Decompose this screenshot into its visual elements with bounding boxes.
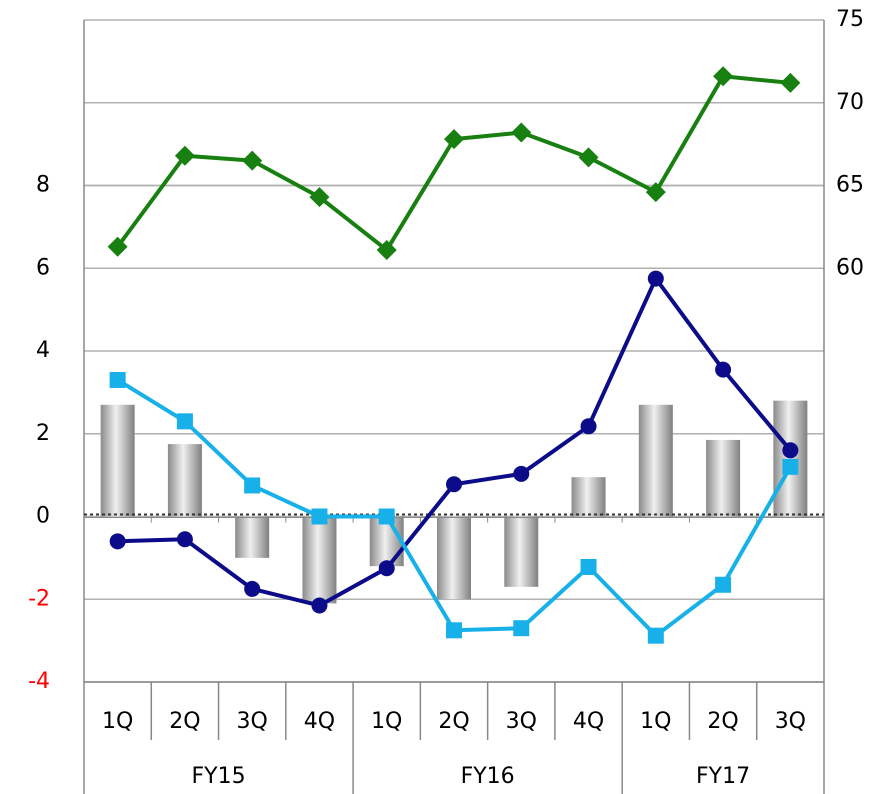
x-tick-label: 2Q (438, 709, 469, 734)
bar (437, 516, 471, 600)
marker (378, 560, 395, 577)
marker (242, 150, 263, 171)
y2-tick-label: 75 (836, 7, 864, 32)
marker (513, 465, 530, 482)
marker (647, 627, 664, 644)
x-tick-label: 4Q (573, 709, 604, 734)
group-label: FY15 (191, 764, 245, 789)
x-tick-label: 3Q (237, 709, 268, 734)
y-tick-label: 0 (36, 504, 50, 529)
marker (109, 533, 126, 550)
marker (715, 576, 732, 593)
x-tick-label: 2Q (169, 709, 200, 734)
y-tick-label: -2 (28, 586, 50, 611)
bar (302, 516, 337, 604)
x-tick-label: 1Q (640, 709, 671, 734)
marker (580, 418, 597, 435)
marker (782, 458, 799, 475)
bar (167, 444, 202, 517)
y2-tick-label: 60 (836, 255, 864, 280)
x-tick-label: 3Q (506, 709, 537, 734)
y-tick-label: 6 (36, 255, 50, 280)
y2-tick-label: 65 (836, 173, 864, 198)
x-tick-label: 1Q (102, 709, 133, 734)
y2-tick-label: 70 (836, 90, 864, 115)
bar (100, 404, 135, 517)
marker (244, 477, 261, 494)
marker (378, 508, 395, 525)
x-tick-label: 2Q (707, 709, 738, 734)
marker (311, 597, 328, 614)
group-label: FY17 (696, 764, 750, 789)
marker (780, 72, 801, 93)
x-tick-label: 4Q (304, 709, 335, 734)
bar (504, 516, 539, 587)
bar (773, 400, 808, 517)
marker (645, 182, 666, 203)
x-tick-label: 1Q (371, 709, 402, 734)
x-tick-label: 3Q (775, 709, 806, 734)
group-label: FY16 (461, 764, 515, 789)
marker (376, 240, 397, 261)
marker (782, 442, 799, 459)
marker (446, 476, 462, 493)
marker (513, 620, 530, 637)
marker (109, 371, 126, 388)
y-tick-label: 2 (36, 421, 50, 446)
y-tick-label: 4 (36, 338, 50, 363)
bar (638, 404, 673, 517)
bar (571, 477, 606, 517)
marker (713, 66, 734, 87)
marker (107, 236, 128, 257)
marker (444, 129, 464, 150)
marker (578, 147, 599, 168)
marker (176, 413, 193, 430)
marker (511, 122, 532, 143)
marker (176, 531, 193, 548)
marker (309, 187, 330, 208)
marker (244, 580, 261, 597)
bar (706, 439, 741, 517)
marker (446, 622, 462, 639)
marker (715, 361, 732, 378)
bar (369, 516, 404, 567)
bar (235, 516, 270, 558)
marker (311, 508, 328, 525)
marker (580, 558, 597, 575)
y-tick-label: 8 (36, 173, 50, 198)
y-tick-label: -4 (28, 669, 50, 694)
marker (174, 145, 195, 166)
marker (647, 270, 664, 287)
